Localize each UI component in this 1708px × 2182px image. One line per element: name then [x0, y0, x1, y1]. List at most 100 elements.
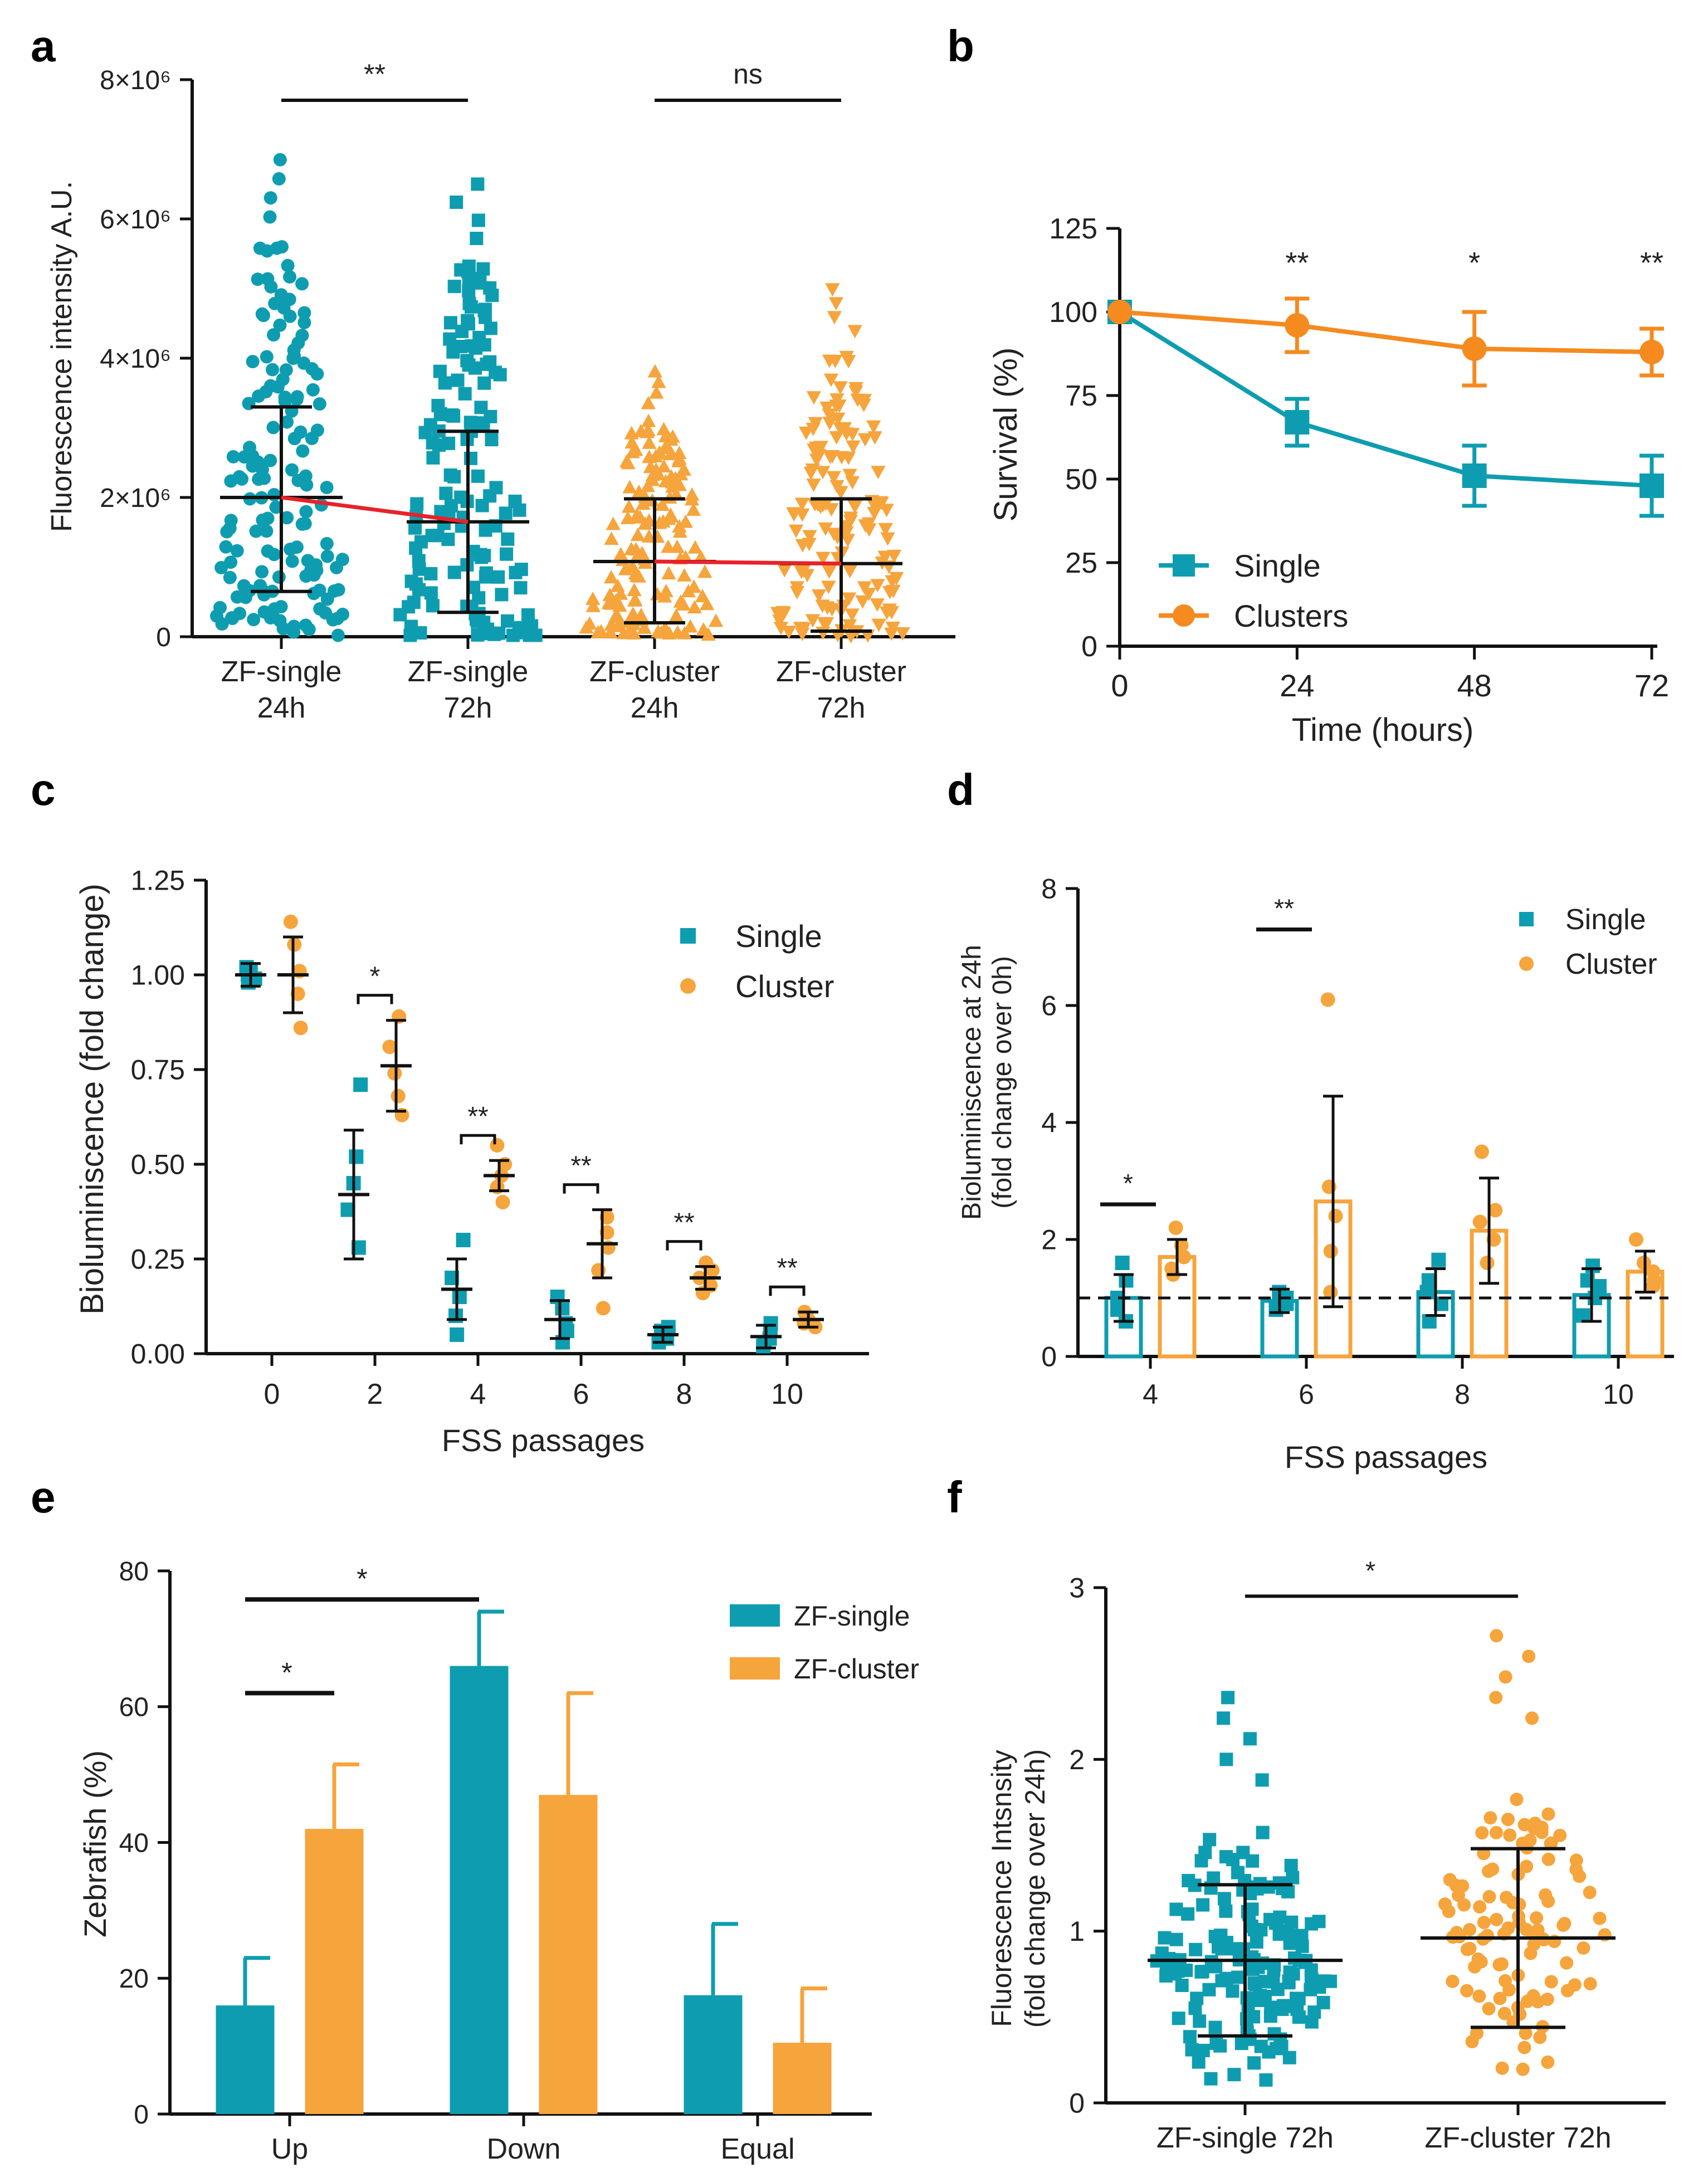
panel-a-point — [320, 536, 334, 550]
panel-f-point — [1247, 1923, 1261, 1937]
panel-c-significance-bracket — [769, 1285, 806, 1296]
panel-f-significance-label: * — [1365, 1556, 1375, 1585]
panel-a-point — [320, 549, 334, 563]
panel-f-ylabel: Fluorescence Intsnsity — [986, 1750, 1017, 2027]
panel-a-point — [408, 521, 422, 535]
panel-f-point — [1501, 1813, 1515, 1827]
panel-a-point — [471, 469, 485, 483]
panel-f-point — [1486, 1862, 1500, 1876]
panel-a-point — [514, 581, 528, 595]
panel-a-point — [267, 602, 281, 616]
panel-c-point — [353, 1077, 368, 1092]
panel-d-point — [1431, 1252, 1446, 1267]
panel-a-point — [637, 620, 652, 634]
panel-a-point — [827, 311, 842, 325]
panel-a-point — [621, 456, 636, 470]
panel-a-point — [661, 511, 676, 525]
panel-a-point — [305, 362, 319, 376]
panel-d-point — [1320, 992, 1335, 1007]
panel-c-point — [490, 1138, 505, 1153]
panel-c-significance-label: ** — [570, 1151, 591, 1181]
panel-f-point — [1192, 2055, 1206, 2069]
panel-a-point — [579, 620, 594, 634]
panel-f-point — [1259, 2073, 1273, 2087]
panel-a-point — [263, 191, 277, 205]
panel-a-point — [238, 590, 252, 604]
panel-a-point — [870, 598, 885, 612]
panel-c-y-tick-label: 0.50 — [131, 1149, 185, 1180]
panel-d-x-tick-label: 4 — [1143, 1379, 1158, 1410]
panel-f-point — [1501, 1921, 1515, 1935]
panel-a-point — [266, 421, 280, 435]
panel-c-point — [555, 1301, 570, 1316]
panel-a-point — [224, 474, 238, 488]
panel-a-point — [697, 564, 713, 578]
panel-f-point — [1254, 2039, 1268, 2053]
panel-a-point — [823, 373, 839, 387]
panel-a-point — [471, 177, 485, 191]
panel-c-y-tick-label: 1.00 — [131, 960, 185, 991]
panel-e-y-tick-label: 0 — [134, 2100, 149, 2130]
panel-a-point — [695, 588, 710, 602]
panel-f-point — [1593, 1911, 1607, 1925]
panel-a-point — [677, 626, 692, 640]
panel-b-legend-marker — [1173, 554, 1195, 577]
panel-a-point — [871, 466, 886, 480]
panel-a-y-tick-label: 4×10⁶ — [100, 344, 171, 374]
panel-a-point — [622, 480, 637, 494]
panel-b-ylabel: Survival (%) — [988, 348, 1024, 522]
panel-a-point — [463, 416, 477, 429]
panel-a-x-tick-label: ZF-cluster — [589, 656, 720, 688]
panel-a-point — [412, 562, 426, 576]
panel-a-point — [454, 263, 468, 277]
panel-f-point — [1213, 1933, 1227, 1947]
panel-a-point — [672, 519, 687, 533]
panel-b-significance-label: ** — [1640, 246, 1663, 280]
panel-f-point — [1522, 1649, 1536, 1663]
panel-f-point — [1530, 1911, 1544, 1925]
panel-e-legend-swatch — [730, 1657, 780, 1680]
panel-a-point — [219, 540, 233, 554]
panel-f-point — [1185, 2043, 1199, 2057]
panel-f-point — [1190, 1991, 1204, 2005]
panel-a-point — [445, 408, 459, 422]
panel-f-point — [1215, 1974, 1229, 1988]
panel-a-point — [795, 539, 811, 553]
panel-f-point — [1272, 1876, 1286, 1890]
panel-a-point — [478, 302, 492, 316]
panel-a-point — [446, 345, 460, 359]
panel-f-point — [1490, 1912, 1504, 1926]
panel-f-point — [1172, 2012, 1185, 2025]
panel-f-point — [1250, 1935, 1263, 1949]
panel-f-point — [1295, 1929, 1309, 1942]
panel-a-point — [647, 364, 663, 378]
panel-a-point — [464, 300, 478, 314]
panel-f-point — [1560, 1956, 1574, 1970]
panel-d-significance-label: * — [1123, 1169, 1133, 1198]
panel-f-point — [1463, 1923, 1477, 1937]
panel-e-bar — [684, 1995, 743, 2114]
panel-a-point — [889, 572, 904, 585]
panel-a-point — [878, 523, 893, 536]
panel-c-significance-bracket — [666, 1240, 702, 1251]
panel-a-point — [320, 481, 334, 495]
panel-a-point — [506, 628, 520, 642]
panel-a-point — [237, 450, 251, 464]
panel-a-point — [811, 589, 827, 603]
panel-b-point — [1462, 336, 1487, 361]
panel-d-point — [1268, 1302, 1284, 1317]
panel-a-point — [786, 507, 802, 521]
panel-f-point — [1499, 1670, 1512, 1684]
panel-a-point — [266, 363, 280, 377]
panel-f-point — [1183, 2030, 1197, 2044]
panel-a-point — [829, 480, 845, 494]
panel-a-point — [290, 390, 304, 404]
panel-a-point — [661, 566, 676, 580]
panel-a-point — [257, 605, 271, 619]
panel-a-point — [260, 524, 274, 538]
panel-a-point — [624, 541, 639, 555]
panel-f-point — [1181, 1907, 1195, 1921]
panel-a-point — [773, 622, 789, 636]
panel-a-point — [699, 597, 715, 611]
panel-f-point — [1568, 1978, 1582, 1992]
